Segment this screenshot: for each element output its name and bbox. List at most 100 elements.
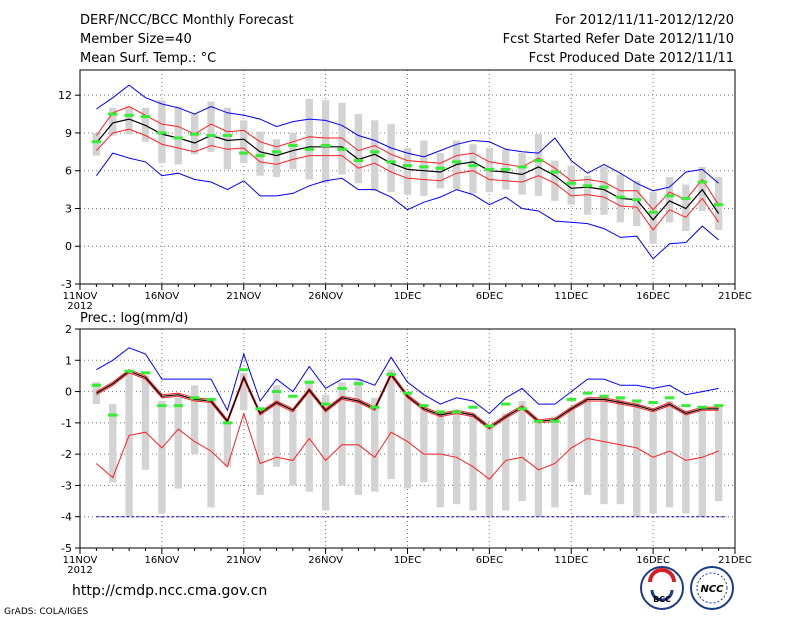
temp-median-mark bbox=[386, 160, 396, 164]
precip-upper-line bbox=[96, 369, 719, 427]
precip-box bbox=[387, 369, 395, 480]
temp-median-mark bbox=[566, 181, 576, 185]
temp-box bbox=[371, 120, 379, 191]
precip-box bbox=[502, 413, 510, 511]
precip-ytick-label: 0 bbox=[65, 386, 72, 399]
precip-panel-title: Prec.: log(mm/d) bbox=[80, 311, 188, 326]
temp-median-mark bbox=[501, 167, 511, 171]
temp-median-mark bbox=[140, 115, 151, 119]
temp-median-mark bbox=[681, 196, 691, 200]
precip-box bbox=[207, 400, 215, 508]
precip-median-mark bbox=[189, 396, 200, 400]
grads-credit: GrADS: COLA/IGES bbox=[4, 607, 88, 617]
temp-box bbox=[321, 100, 330, 184]
precip-median-mark bbox=[615, 396, 626, 400]
temp-median-mark bbox=[255, 154, 265, 158]
temp-box bbox=[469, 144, 477, 194]
temp-median-mark bbox=[697, 180, 707, 184]
temp-xtick-label: 16NOV bbox=[145, 291, 180, 302]
precip-spread-low-line bbox=[96, 411, 719, 480]
precip-mean-line bbox=[96, 370, 719, 429]
precip-xtick-label: 26NOV bbox=[308, 555, 343, 566]
temp-xtick-label: 21DEC bbox=[718, 291, 752, 302]
temp-median-mark bbox=[304, 147, 314, 151]
temp-median-mark bbox=[402, 164, 413, 168]
precip-box bbox=[698, 407, 706, 517]
precip-box bbox=[616, 397, 625, 505]
precip-median-mark bbox=[451, 410, 462, 414]
precip-median-mark bbox=[517, 407, 527, 411]
precip-box bbox=[485, 425, 494, 517]
precip-median-mark bbox=[566, 397, 576, 401]
precip-ytick-label: -1 bbox=[61, 417, 72, 430]
temp-median-mark bbox=[108, 112, 118, 116]
temp-median-mark bbox=[222, 133, 233, 137]
precip-box bbox=[534, 419, 543, 517]
precip-median-mark bbox=[91, 383, 102, 387]
precip-box bbox=[338, 382, 346, 486]
temp-ytick-label: 12 bbox=[58, 89, 72, 102]
precip-median-mark bbox=[599, 394, 609, 398]
precip-median-mark bbox=[337, 386, 347, 390]
precip-median-mark bbox=[320, 402, 331, 406]
precip-median-mark bbox=[304, 380, 314, 384]
precip-box bbox=[92, 382, 101, 405]
temp-ytick-label: -3 bbox=[61, 278, 72, 291]
temp-median-mark bbox=[484, 167, 495, 171]
precip-median-mark bbox=[468, 405, 478, 409]
precip-median-mark bbox=[648, 401, 658, 405]
temp-box bbox=[256, 131, 264, 176]
precip-median-mark bbox=[271, 390, 282, 394]
temp-box bbox=[387, 124, 395, 193]
variable-label: Mean Surf. Temp.: °C bbox=[80, 51, 216, 66]
precip-grid bbox=[80, 328, 735, 549]
temp-xtick-label: 1DEC bbox=[394, 291, 421, 302]
temp-box bbox=[207, 101, 215, 152]
temp-ytick-label: 3 bbox=[65, 202, 72, 215]
precip-box bbox=[354, 379, 363, 495]
precip-box bbox=[321, 394, 330, 511]
temp-median-mark bbox=[320, 144, 331, 148]
temp-median-mark bbox=[288, 144, 298, 148]
temp-median-mark bbox=[157, 131, 167, 135]
temp-median-mark bbox=[435, 166, 445, 170]
precip-median-mark bbox=[239, 368, 249, 372]
precip-box bbox=[272, 385, 281, 467]
temp-lower-line bbox=[96, 128, 720, 231]
temp-median-mark bbox=[582, 184, 593, 188]
temp-median-mark bbox=[353, 159, 364, 163]
temp-box bbox=[633, 180, 641, 227]
precip-median-mark bbox=[108, 413, 118, 417]
precip-median-mark bbox=[501, 402, 511, 406]
bcc-logo: BCC bbox=[640, 566, 684, 610]
precip-xtick-label: 6DEC bbox=[476, 555, 503, 566]
temp-max-line bbox=[96, 84, 719, 192]
precip-median-mark bbox=[124, 369, 134, 373]
precip-box bbox=[714, 407, 723, 502]
precip-median-mark bbox=[419, 404, 429, 408]
temp-box bbox=[665, 177, 674, 223]
temp-median-mark bbox=[370, 150, 380, 154]
precip-ytick-label: -5 bbox=[61, 542, 72, 555]
temp-xtick-label: 11NOV bbox=[63, 291, 98, 302]
temp-min-line bbox=[95, 152, 719, 260]
produced-date-label: Fcst Produced Date 2012/11/11 bbox=[529, 51, 734, 66]
temp-box bbox=[354, 114, 363, 184]
temp-median-mark bbox=[517, 165, 527, 169]
precip-median-mark bbox=[533, 419, 544, 423]
temp-box bbox=[534, 134, 543, 196]
precip-box bbox=[665, 400, 674, 508]
precip-box bbox=[289, 410, 297, 486]
temp-xtick-label: 21NOV bbox=[226, 291, 261, 302]
figure-title: DERF/NCC/BCC Monthly Forecast bbox=[80, 13, 294, 28]
precip-xtick-label: 16NOV bbox=[145, 555, 180, 566]
precip-box bbox=[551, 416, 559, 508]
precip-median-mark bbox=[386, 372, 396, 376]
temp-median-mark bbox=[648, 210, 658, 214]
ncc-logo: NCC bbox=[690, 566, 734, 610]
precip-median-mark bbox=[206, 397, 216, 401]
precip-box bbox=[174, 397, 182, 489]
temp-ytick-label: 9 bbox=[65, 127, 72, 140]
temp-mean-line bbox=[95, 118, 720, 221]
precip-box bbox=[567, 407, 575, 483]
